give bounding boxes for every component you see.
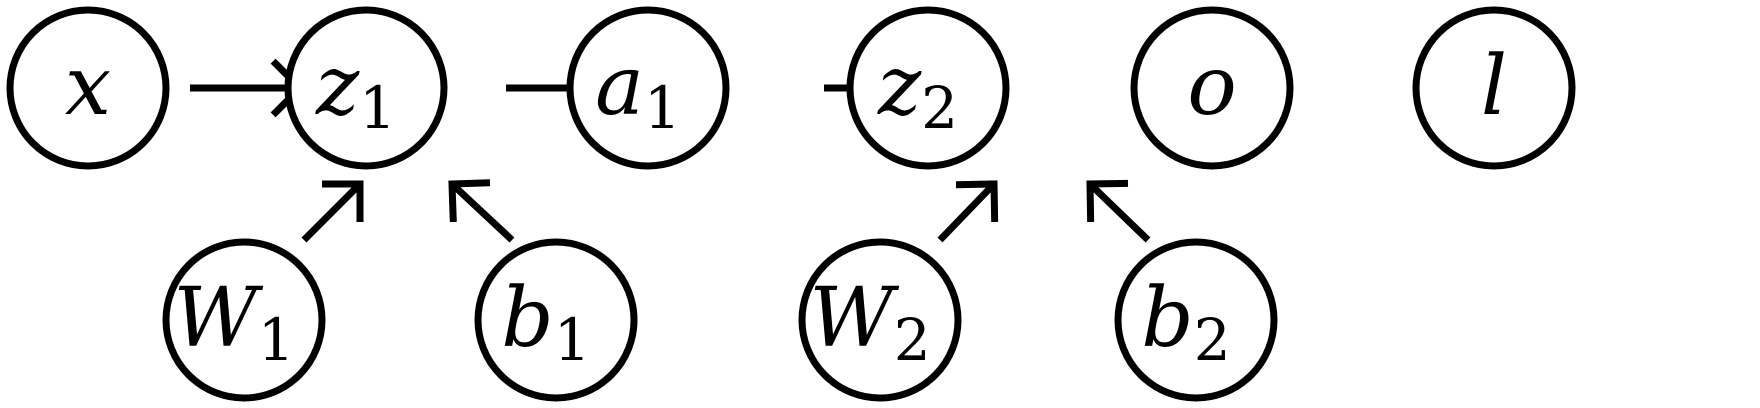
node-b2: b2 — [1114, 238, 1278, 402]
node-symbol: z — [315, 39, 360, 134]
node-a1: a1 — [566, 6, 730, 170]
arrow-shaft — [1087, 181, 1151, 243]
node-o: o — [1130, 6, 1294, 170]
node-symbol: b — [501, 271, 554, 366]
node-circle — [6, 6, 170, 170]
node-circle — [284, 6, 448, 170]
node-circle — [162, 238, 326, 402]
nodes: x z1 a1 z2 o lW1 b1 W2 b2 — [6, 6, 1576, 402]
node-label: a1 — [595, 39, 681, 142]
node-label: W1 — [173, 271, 294, 374]
arrow-shaft — [301, 181, 363, 243]
node-symbol: W — [173, 271, 263, 366]
node-subscript: 1 — [359, 74, 396, 142]
arrow-W1-to-z1 — [301, 180, 364, 243]
arrow-W2-to-z2 — [937, 180, 999, 243]
node-l: l — [1412, 6, 1576, 170]
node-label: o — [1187, 39, 1236, 134]
node-x: x — [6, 6, 170, 170]
node-symbol: z — [877, 39, 922, 134]
node-z2: z2 — [846, 6, 1010, 170]
node-W2: W2 — [798, 238, 962, 402]
arrow-shaft — [449, 181, 515, 243]
node-circle — [798, 238, 962, 402]
node-circle — [1114, 238, 1278, 402]
node-symbol: b — [1141, 271, 1194, 366]
arrowhead — [448, 179, 491, 223]
arrow-b2-to-z2 — [1086, 179, 1151, 243]
node-symbol: o — [1187, 39, 1236, 134]
node-label: b1 — [501, 271, 590, 374]
node-W1: W1 — [162, 238, 326, 402]
node-label: b2 — [1141, 271, 1230, 374]
arrowhead — [955, 180, 999, 223]
node-circle — [1412, 6, 1576, 170]
node-circle — [846, 6, 1010, 170]
node-circle — [1130, 6, 1294, 170]
node-label: z1 — [315, 39, 396, 142]
node-subscript: 2 — [1194, 306, 1231, 374]
arrow-b1-to-z1 — [448, 179, 515, 243]
arrow-shaft — [937, 181, 997, 243]
node-symbol: l — [1481, 39, 1507, 134]
node-label: l — [1481, 39, 1507, 134]
arrow-x-to-z1 — [190, 58, 305, 118]
arrowhead — [1086, 179, 1129, 223]
node-subscript: 1 — [644, 74, 681, 142]
node-circle — [566, 6, 730, 170]
node-subscript: 2 — [894, 306, 931, 374]
node-subscript: 1 — [554, 306, 591, 374]
node-label: W2 — [809, 271, 930, 374]
node-b1: b1 — [474, 238, 638, 402]
arrowhead — [322, 180, 364, 222]
node-label: x — [65, 39, 111, 134]
node-circle — [474, 238, 638, 402]
node-subscript: 1 — [258, 306, 295, 374]
node-symbol: W — [809, 271, 899, 366]
node-label: z2 — [877, 39, 958, 142]
node-z1: z1 — [284, 6, 448, 170]
node-subscript: 2 — [921, 74, 958, 142]
node-symbol: x — [65, 39, 111, 134]
node-symbol: a — [595, 39, 644, 134]
